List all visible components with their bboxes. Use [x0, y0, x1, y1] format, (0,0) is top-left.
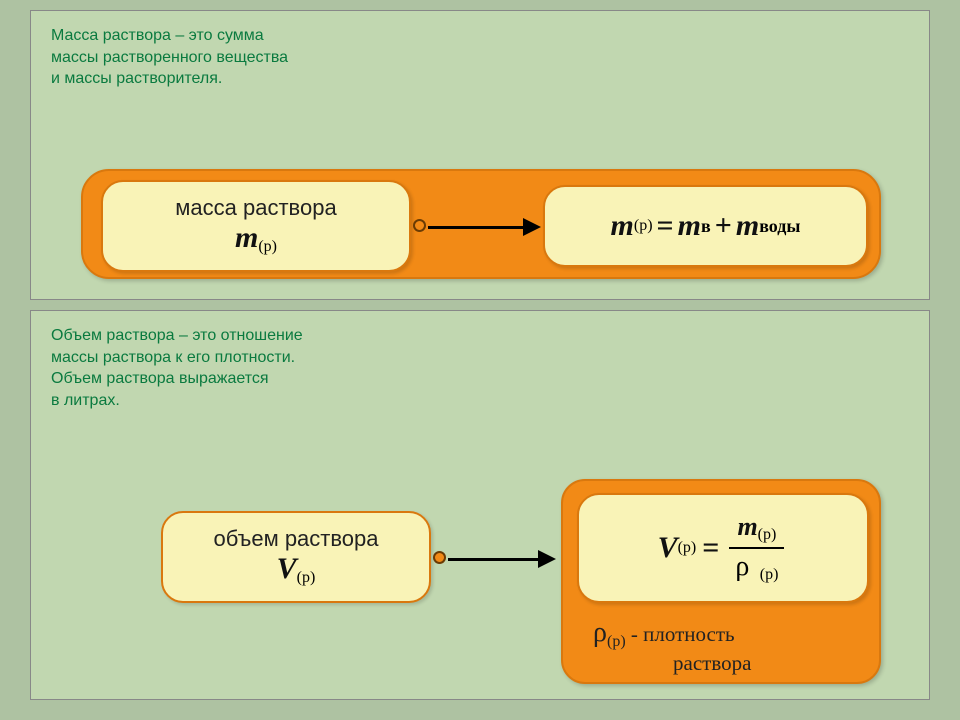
- mass-bar: масса раствора m(р) m (р) = m в + m воды: [81, 169, 881, 279]
- connector-dot: [433, 551, 446, 564]
- connector-dot: [413, 219, 426, 232]
- fraction: m(р) ρ (р): [729, 512, 784, 583]
- panel-volume: Объем раствора – это отношение массы рас…: [30, 310, 930, 700]
- volume-orange-block: V (р) = m(р) ρ (р) ρ(р) - плотность раст…: [561, 479, 881, 684]
- volume-left-box: объем раствора V(р): [161, 511, 431, 603]
- desc-line: массы раствора к его плотности.: [51, 347, 909, 369]
- desc-line: в литрах.: [51, 390, 909, 412]
- desc-line: массы растворенного вещества: [51, 47, 909, 69]
- desc-line: Масса раствора – это сумма: [51, 25, 909, 47]
- desc-line: Объем раствора выражается: [51, 368, 909, 390]
- mass-description: Масса раствора – это сумма массы раствор…: [31, 11, 929, 90]
- volume-description: Объем раствора – это отношение массы рас…: [31, 311, 929, 411]
- panel-mass: Масса раствора – это сумма массы раствор…: [30, 10, 930, 300]
- mass-left-box: масса раствора m(р): [101, 180, 411, 272]
- desc-line: Объем раствора – это отношение: [51, 325, 909, 347]
- density-note: ρ(р) - плотность раствора: [593, 616, 751, 677]
- arrow-icon: [448, 550, 556, 568]
- volume-label: объем раствора: [213, 526, 378, 552]
- mass-label: масса раствора: [175, 195, 336, 221]
- mass-symbol: m(р): [235, 221, 277, 256]
- arrow-icon: [428, 218, 541, 236]
- mass-formula-box: m (р) = m в + m воды: [543, 185, 868, 267]
- volume-symbol: V(р): [277, 552, 316, 587]
- desc-line: и массы растворителя.: [51, 68, 909, 90]
- volume-formula-box: V (р) = m(р) ρ (р): [577, 493, 869, 603]
